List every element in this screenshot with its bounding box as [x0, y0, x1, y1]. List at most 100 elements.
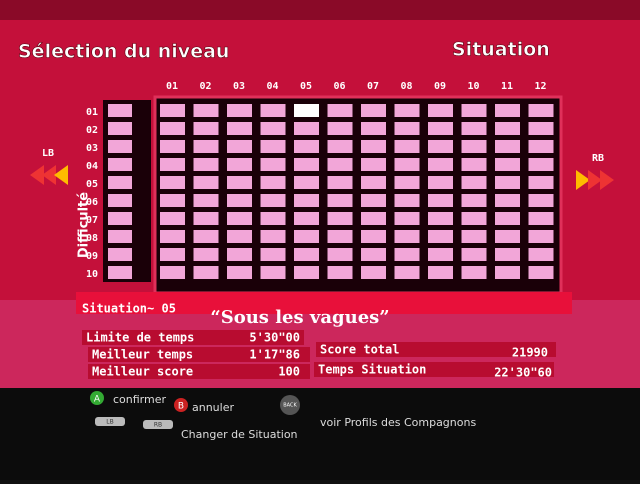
column-label: 02 [199, 81, 211, 92]
cell [495, 176, 520, 189]
row-label: 05 [86, 179, 98, 190]
cell [461, 266, 487, 279]
cell [327, 212, 353, 225]
cell [260, 158, 286, 171]
cell [495, 248, 520, 261]
cell [294, 122, 319, 135]
cell [260, 122, 286, 135]
cell [528, 140, 554, 153]
cell [108, 212, 132, 225]
cell [495, 104, 520, 117]
cell [160, 176, 185, 189]
cell [461, 104, 487, 117]
cell [160, 140, 185, 153]
confirm-button[interactable]: A confirmer [90, 391, 166, 406]
cell [528, 104, 554, 117]
cell [495, 266, 520, 279]
cell [428, 104, 453, 117]
rb-label: RB [592, 153, 604, 164]
info-bar [76, 292, 572, 314]
cell [227, 212, 252, 225]
situation-label: Situation~ 05 [82, 302, 176, 316]
b-key: B [178, 402, 184, 412]
change-label: Changer de Situation [181, 428, 298, 441]
cell [528, 194, 554, 207]
cell [394, 194, 420, 207]
cell [461, 158, 487, 171]
grid-frame [153, 95, 563, 295]
cancel-label: annuler [192, 401, 234, 414]
arrow [30, 165, 44, 185]
stat-bar [314, 362, 554, 377]
change-situation[interactable]: LB RB Changer de Situation [95, 417, 298, 441]
title: Sélection du niveau [18, 41, 229, 63]
profiles-button[interactable]: BACK voir Profils des Compagnons [280, 395, 476, 429]
cell [495, 122, 520, 135]
column-label: 07 [367, 81, 379, 92]
rb-button[interactable]: RB [576, 153, 614, 190]
cell [193, 122, 219, 135]
stat-label: Temps Situation [318, 363, 426, 377]
lb-button[interactable]: LB [30, 148, 68, 185]
cell [294, 248, 319, 261]
cell [327, 140, 353, 153]
cell [260, 176, 286, 189]
cell [394, 176, 420, 189]
cell [361, 122, 386, 135]
cell [428, 212, 453, 225]
cell [327, 122, 353, 135]
cell [428, 230, 453, 243]
column-label: 04 [266, 81, 278, 92]
back-key: BACK [283, 403, 297, 409]
cell [294, 212, 319, 225]
cell [260, 140, 286, 153]
cell [361, 212, 386, 225]
cell [428, 122, 453, 135]
cell [294, 266, 319, 279]
cell [528, 176, 554, 189]
a-icon [90, 391, 104, 405]
cell [294, 176, 319, 189]
cell [260, 248, 286, 261]
cell [108, 266, 132, 279]
arrow [576, 170, 590, 190]
cell [461, 248, 487, 261]
cell [260, 230, 286, 243]
cell [227, 140, 252, 153]
stat-value: 5'30"00 [249, 331, 300, 345]
cell [394, 230, 420, 243]
cell [294, 104, 319, 117]
cell [528, 122, 554, 135]
cell [160, 248, 185, 261]
stat-bar [82, 330, 304, 345]
cell [495, 140, 520, 153]
column-label: 10 [467, 81, 479, 92]
cell [193, 158, 219, 171]
cell [361, 194, 386, 207]
cell [227, 194, 252, 207]
column-label: 12 [534, 81, 546, 92]
cell [108, 104, 132, 117]
situation-name: “Sous les vagues” [210, 307, 389, 328]
cell [327, 104, 353, 117]
cell [428, 194, 453, 207]
cell [294, 140, 319, 153]
row-label: 09 [86, 251, 98, 262]
row-label: 04 [86, 161, 98, 172]
cell [394, 248, 420, 261]
stat-label: Limite de temps [86, 331, 194, 345]
cell [394, 104, 420, 117]
stat-label: Score total [320, 343, 399, 357]
column-label: 01 [166, 81, 178, 92]
cell [108, 140, 132, 153]
cell [327, 176, 353, 189]
cell [193, 266, 219, 279]
cancel-button[interactable]: B annuler [174, 398, 234, 414]
cell [361, 248, 386, 261]
cell [227, 248, 252, 261]
cell [495, 212, 520, 225]
column-label: 11 [501, 81, 513, 92]
cell [227, 104, 252, 117]
cell [260, 104, 286, 117]
cell [260, 194, 286, 207]
